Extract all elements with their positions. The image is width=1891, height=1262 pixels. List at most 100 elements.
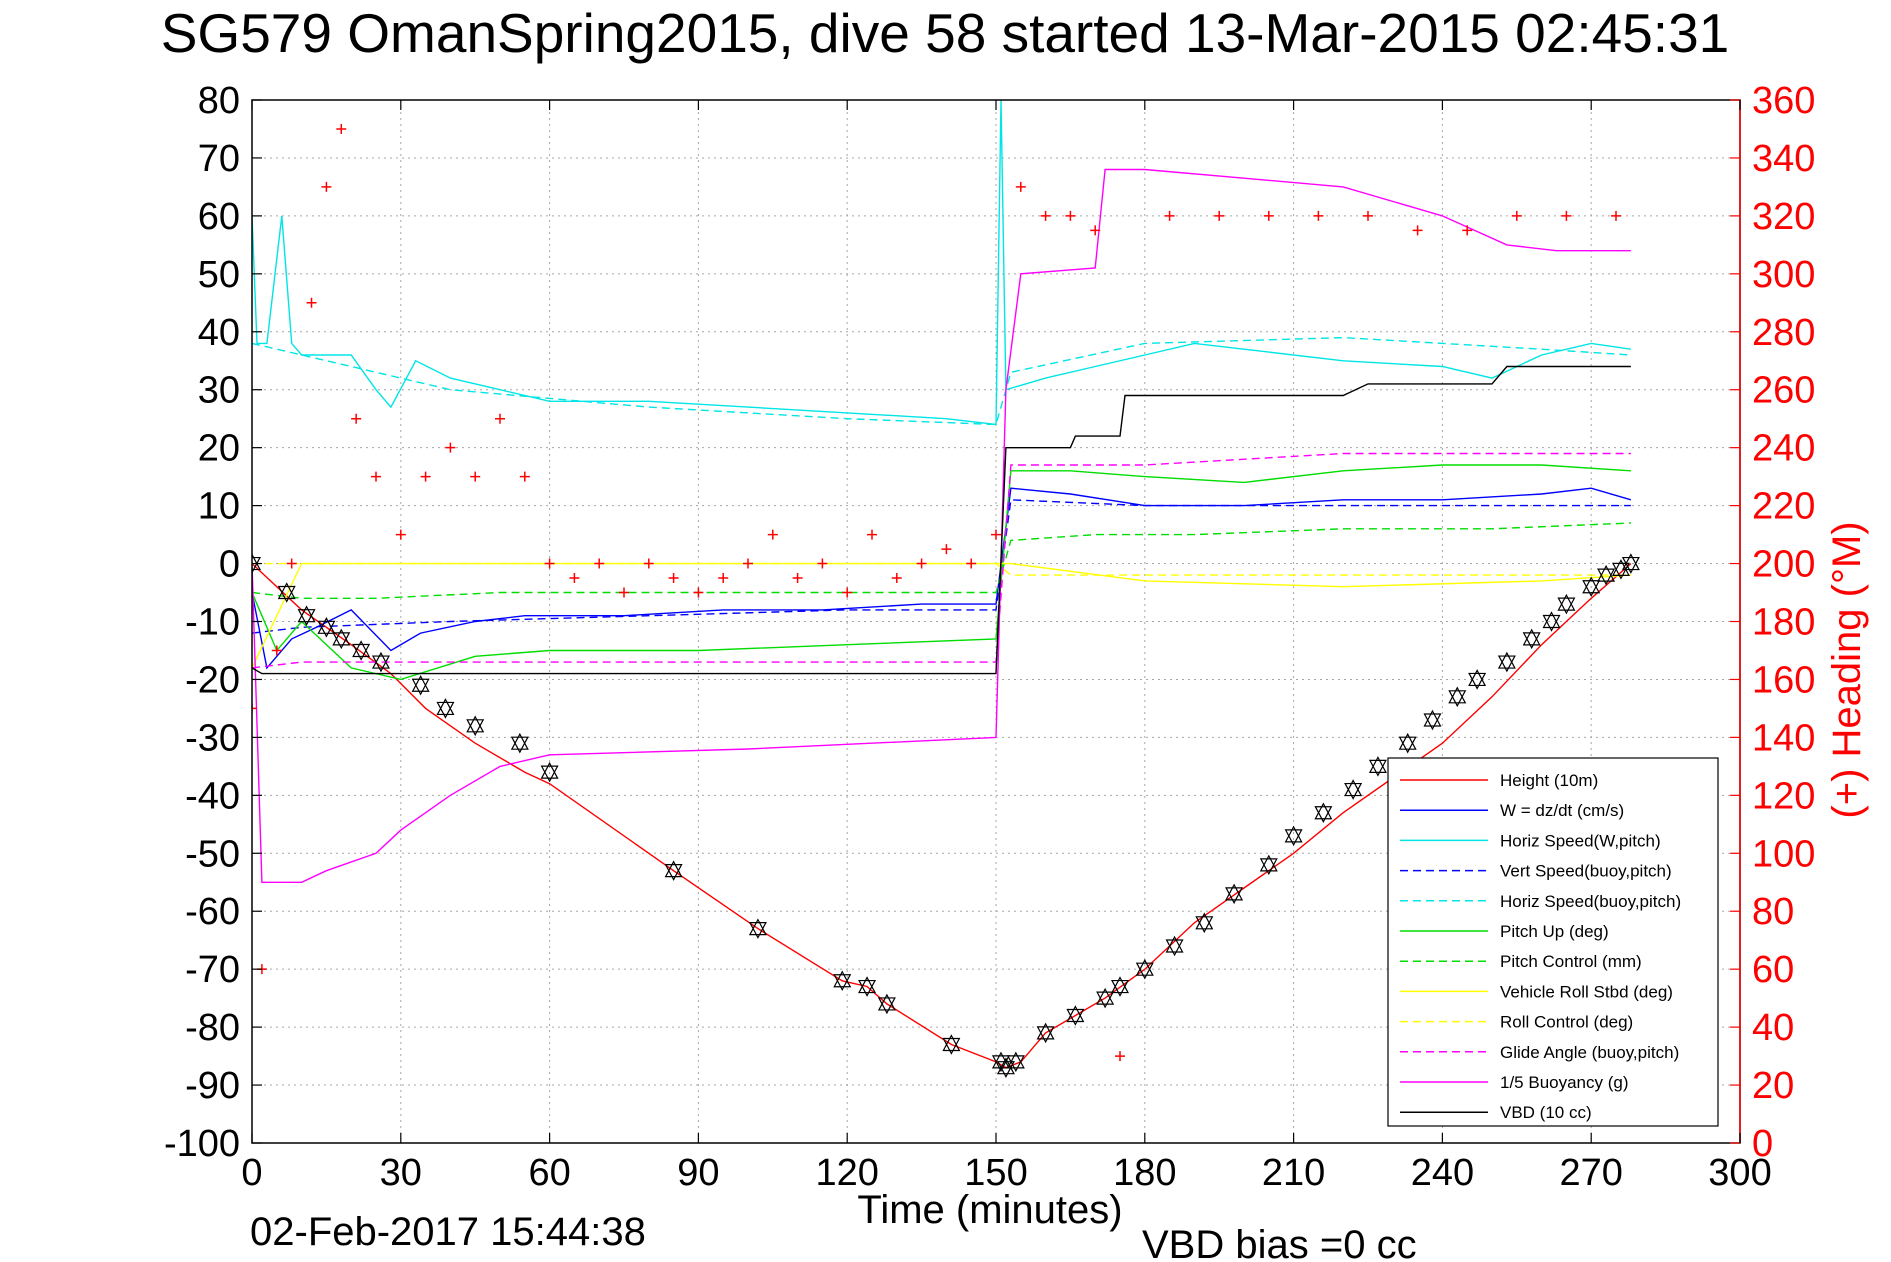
footer-date: 02-Feb-2017 15:44:38: [250, 1210, 646, 1254]
triangle-down-mark: [1611, 562, 1630, 580]
heading-point: [1313, 210, 1324, 221]
height-marker: [1468, 669, 1487, 690]
heading-point: [286, 558, 297, 569]
legend: Height (10m) W = dz/dt (cm/s) Horiz Speed(…: [1387, 757, 1719, 1127]
heading-point: [743, 558, 753, 569]
x-tick-label: 180: [1113, 1152, 1176, 1194]
heading-point: [1363, 210, 1373, 221]
y-tick-label: 70: [198, 138, 240, 180]
heading-point: [1611, 210, 1621, 221]
height-marker: [833, 970, 852, 992]
height-marker: [996, 1057, 1015, 1078]
heading-point: [495, 413, 505, 424]
triangle-down-mark: [1557, 597, 1576, 615]
height-marker: [1344, 779, 1363, 800]
triangle-up-mark: [1468, 669, 1487, 687]
y-tick-label: 10: [198, 486, 240, 528]
triangle-up-mark: [1522, 628, 1541, 646]
series-6-line: [252, 522, 1631, 599]
heading-point: [718, 573, 729, 584]
y2-tick-label: 220: [1752, 486, 1815, 528]
y-tick-label: 60: [198, 196, 240, 238]
height-marker: [466, 715, 485, 737]
triangle-down-mark: [297, 609, 316, 626]
y-tick-label: -40: [185, 775, 240, 817]
height-marker: [411, 674, 430, 696]
height-marker: [1582, 576, 1601, 598]
legend-label: Roll Control (deg): [1500, 1013, 1633, 1032]
triangle-down-mark: [1284, 829, 1303, 847]
triangle-down-mark: [1522, 632, 1541, 650]
triangle-up-mark: [833, 970, 852, 988]
footer-bias: VBD bias =0 cc: [1142, 1223, 1417, 1262]
heading-point: [271, 645, 282, 656]
heading-point: [817, 558, 828, 569]
triangle-down-mark: [540, 765, 559, 783]
y-tick-label: -70: [185, 949, 240, 991]
triangle-down-mark: [1096, 991, 1115, 1009]
triangle-down-mark: [1542, 614, 1561, 632]
chart-title: SG579 OmanSpring2015, dive 58 started 13…: [161, 2, 1730, 64]
heading-point: [594, 558, 605, 569]
height-marker: [1195, 912, 1214, 934]
triangle-down-mark: [1597, 568, 1616, 586]
heading-point: [1090, 225, 1101, 236]
triangle-down-mark: [1165, 939, 1184, 957]
heading-point: [1511, 210, 1522, 221]
heading-point: [519, 471, 530, 482]
heading-point: [470, 471, 481, 482]
triangle-up-mark: [317, 617, 336, 634]
triangle-up-mark: [332, 628, 351, 646]
triangle-up-mark: [1284, 825, 1303, 843]
heading-point: [693, 587, 704, 598]
triangle-down-mark: [1259, 858, 1278, 876]
y-tick-label: -90: [185, 1065, 240, 1107]
triangle-up-mark: [1314, 802, 1333, 820]
heading-point: [1115, 1051, 1125, 1062]
heading-point: [991, 529, 1001, 540]
heading-point: [321, 181, 332, 192]
height-marker: [877, 993, 896, 1015]
heading-point: [306, 297, 317, 308]
triangle-up-mark: [1165, 935, 1184, 953]
triangle-up-mark: [540, 761, 559, 779]
height-marker: [1597, 564, 1616, 586]
height-marker: [436, 698, 455, 719]
x-tick-label: 30: [380, 1152, 422, 1194]
y-axis-left: 80 70 60 50 40 30 20 10 0 -10 -20 -30 -40 -50 -60 -70 -8…: [164, 80, 262, 1165]
y2-tick-label: 100: [1752, 833, 1815, 875]
triangle-up-mark: [1542, 611, 1561, 629]
height-marker: [1225, 883, 1244, 905]
triangle-up-mark: [277, 582, 296, 600]
height-marker: [1557, 593, 1576, 615]
heading-point: [891, 573, 902, 584]
triangle-down-mark: [664, 864, 683, 881]
legend-label: VBD (10 cc): [1500, 1103, 1592, 1122]
triangle-up-mark: [252, 553, 261, 571]
height-marker: [1111, 976, 1129, 997]
height-marker: [1165, 935, 1184, 957]
height-marker: [942, 1034, 961, 1055]
series-10-line: [252, 168, 1631, 883]
y-tick-label: -10: [185, 602, 240, 644]
y2-axis-label: (+) Heading (°M): [1825, 521, 1869, 818]
triangle-down-mark: [1497, 655, 1516, 673]
x-axis-label: Time (minutes): [857, 1188, 1122, 1232]
y2-tick-label: 0: [1752, 1123, 1773, 1165]
height-marker: [1368, 756, 1387, 777]
triangle-up-mark: [1368, 756, 1387, 773]
triangle-up-mark: [877, 993, 896, 1011]
heading-point: [1412, 225, 1423, 236]
legend-label: 1/5 Buoyancy (g): [1500, 1073, 1629, 1092]
triangle-down-mark: [991, 1055, 1010, 1073]
x-tick-label: 150: [964, 1152, 1027, 1194]
triangle-down-mark: [1621, 556, 1640, 574]
heading-point: [371, 471, 381, 482]
height-marker: [352, 640, 371, 661]
heading-point: [1040, 210, 1051, 221]
triangle-up-mark: [371, 651, 390, 669]
y-tick-label: 40: [198, 312, 240, 354]
series-4-line: [252, 336, 1631, 426]
y-tick-label: -80: [185, 1007, 240, 1049]
height-marker: [1542, 611, 1561, 632]
